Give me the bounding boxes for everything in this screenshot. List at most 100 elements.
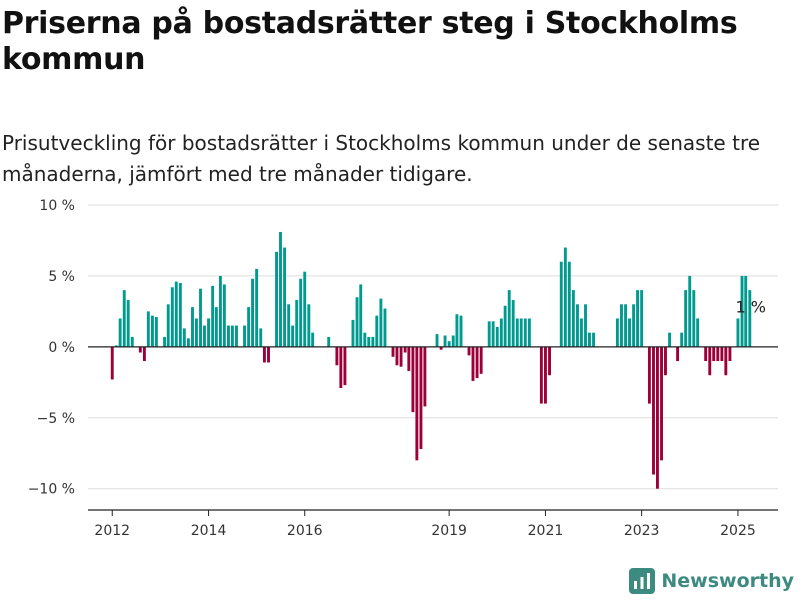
bar [435, 334, 439, 347]
bar [142, 346, 146, 362]
bar [588, 332, 591, 347]
bar [559, 261, 563, 347]
bar [379, 298, 383, 347]
bar [519, 318, 523, 347]
bar [576, 304, 579, 347]
bar [327, 336, 331, 347]
bar [656, 346, 659, 489]
bar [367, 336, 371, 347]
bar [640, 290, 644, 347]
bar [563, 247, 567, 347]
bar [403, 346, 407, 353]
bar [716, 346, 720, 362]
bar [459, 315, 463, 347]
bar [660, 346, 663, 461]
bar [680, 332, 684, 347]
y-tick-label: 5 % [48, 269, 75, 285]
bar [708, 346, 712, 376]
bar [744, 275, 748, 347]
bar [251, 278, 255, 347]
bar [527, 318, 531, 347]
bar [664, 346, 667, 376]
bar [199, 288, 202, 347]
newsworthy-logo-icon [629, 568, 656, 594]
bar [620, 304, 623, 347]
last-value-label: 1 % [735, 298, 765, 317]
bar [748, 290, 752, 347]
bar [615, 318, 619, 347]
chart-title: Priserna på bostadsrätter steg i Stockho… [2, 6, 738, 77]
bar [166, 304, 170, 347]
bar [684, 290, 688, 347]
bar [375, 315, 379, 347]
bar [235, 325, 238, 347]
bar [395, 346, 399, 366]
bar [471, 346, 475, 381]
bar [259, 328, 263, 347]
bar [194, 318, 198, 347]
bar [339, 346, 343, 388]
x-tick-label: 2021 [528, 523, 564, 539]
bar [311, 332, 315, 347]
bar [174, 281, 178, 347]
bar [214, 307, 218, 347]
bar [451, 335, 455, 347]
y-tick-label: 0 % [48, 340, 75, 356]
bar [303, 271, 307, 347]
bar [307, 304, 311, 347]
bar [479, 346, 483, 374]
bar [267, 346, 270, 363]
brand-logo: Newsworthy [629, 568, 794, 594]
y-tick-label: −10 % [28, 482, 75, 498]
bar [584, 304, 587, 347]
bar [407, 346, 411, 371]
bar [688, 275, 692, 347]
chart-subtitle: Prisutveckling för bostadsrätter i Stock… [2, 131, 761, 186]
bar [676, 346, 680, 362]
bar [150, 315, 154, 347]
bar [419, 346, 423, 449]
bar [243, 325, 246, 347]
bar [439, 346, 443, 350]
x-tick-label: 2014 [191, 523, 227, 539]
bar [275, 251, 278, 347]
bar [720, 346, 724, 362]
bar [203, 325, 206, 347]
y-tick-label: −5 % [37, 411, 75, 427]
bar [443, 335, 447, 347]
brand-name: Newsworthy [661, 570, 794, 592]
bar [548, 346, 551, 376]
x-axis-ticks: 2012 2014 2016 2019 2021 2023 2025 [94, 510, 756, 539]
bar [696, 318, 700, 347]
bar [186, 338, 190, 347]
bar [495, 327, 499, 347]
bar [391, 346, 395, 357]
bar [343, 346, 347, 386]
bar [383, 308, 387, 347]
bar [740, 275, 744, 347]
bar [668, 332, 672, 347]
bar [207, 318, 210, 347]
bar [227, 325, 230, 347]
bar [507, 290, 511, 347]
bar [371, 336, 375, 347]
bar [163, 336, 166, 347]
bar [692, 290, 696, 347]
bar [447, 341, 451, 347]
x-tick-label: 2025 [720, 523, 756, 539]
bar [571, 290, 575, 347]
bar [567, 261, 571, 347]
bar [138, 346, 142, 353]
bar [523, 318, 527, 347]
y-tick-label: 10 % [39, 198, 75, 214]
x-tick-label: 2016 [287, 523, 323, 539]
bar [359, 284, 363, 347]
bar [487, 321, 491, 347]
bar [399, 346, 403, 367]
bar [491, 321, 495, 347]
bar [283, 247, 287, 347]
bar [262, 346, 266, 363]
bar [182, 328, 186, 347]
bar [146, 311, 150, 347]
